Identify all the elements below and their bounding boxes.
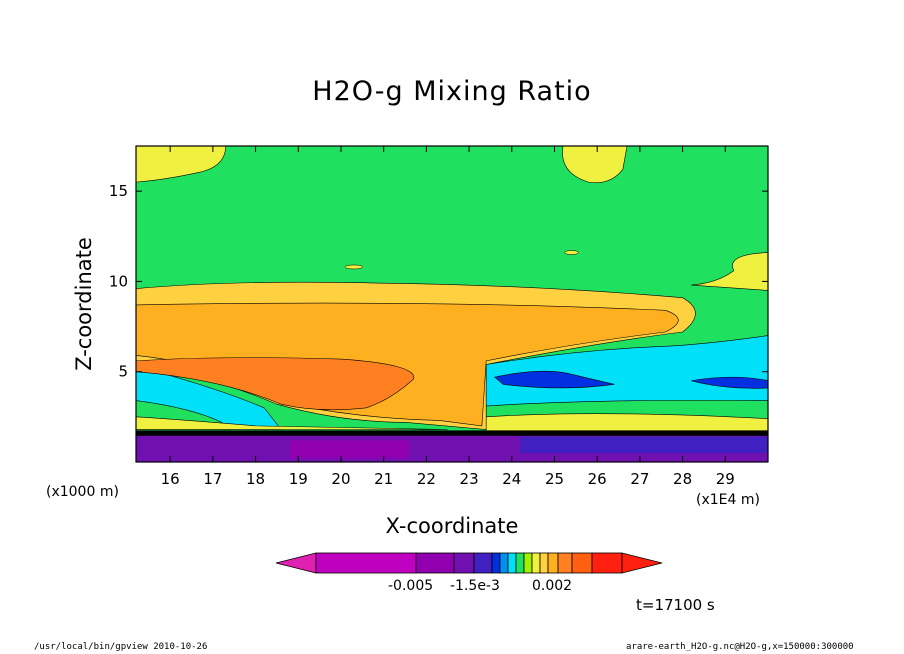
x-tick-label: 17	[203, 470, 222, 488]
x-tick-label: 20	[331, 470, 350, 488]
x-tick-label: 16	[161, 470, 180, 488]
colorbar-cell	[315, 552, 417, 574]
colorbar-cell	[499, 552, 509, 574]
colorbar-cell	[507, 552, 517, 574]
yellow-lower-band	[485, 413, 768, 432]
surface-patch	[520, 436, 768, 453]
x-tick-label: 22	[417, 470, 436, 488]
colorbar-right-arrow	[621, 552, 663, 574]
y-axis-label: Z-coordinate	[72, 237, 96, 371]
colorbar-cell	[491, 552, 501, 574]
colorbar-cell	[547, 552, 559, 574]
colorbar-cell	[453, 552, 475, 574]
colorbar-cell	[531, 552, 541, 574]
yellow-patch-topright	[562, 146, 628, 184]
surface-patch	[289, 440, 410, 459]
x-unit-right: (x1E4 m)	[696, 492, 760, 508]
max-region	[136, 357, 414, 411]
x-tick-label: 21	[374, 470, 393, 488]
colorbar-cell	[415, 552, 455, 574]
x-unit-left: (x1000 m)	[46, 484, 119, 500]
time-label: t=17100 s	[636, 596, 715, 614]
yellow-speck	[344, 264, 364, 270]
x-axis-label: X-coordinate	[385, 514, 519, 538]
blue-streak	[691, 376, 768, 389]
x-tick-label: 28	[673, 470, 692, 488]
colorbar-cell	[571, 552, 593, 574]
colorbar-cell	[473, 552, 493, 574]
x-tick-label: 25	[545, 470, 564, 488]
footer-right: arare-earth_H2O-g.nc@H2O-g,x=150000:3000…	[626, 642, 854, 652]
colorbar-tick-3: 0.002	[532, 578, 573, 594]
yellow-speck	[564, 250, 579, 255]
yellow-patch-right	[691, 252, 768, 291]
colorbar-left-arrow	[275, 552, 317, 574]
x-tick-label: 27	[630, 470, 649, 488]
yellow-left	[136, 416, 448, 430]
footer-left: /usr/local/bin/gpview 2010-10-26	[34, 642, 208, 652]
x-tick-label: 26	[588, 470, 607, 488]
x-tick-label: 18	[246, 470, 265, 488]
colorbar-cell	[515, 552, 525, 574]
colorbar-cell	[523, 552, 533, 574]
boundary-line	[136, 430, 768, 436]
x-tick-label: 19	[289, 470, 308, 488]
x-tick-label: 23	[460, 470, 479, 488]
colorbar-cell	[591, 552, 623, 574]
y-tick-label: 15	[109, 182, 128, 200]
colorbar-cell	[557, 552, 573, 574]
contour-fill-group	[136, 146, 768, 462]
blue-streak	[494, 370, 615, 389]
y-tick-label: 10	[109, 272, 128, 290]
plot-frame	[135, 145, 769, 463]
chart-title: H2O-g Mixing Ratio	[312, 76, 592, 107]
yellow-patch-topleft	[136, 146, 226, 183]
colorbar-cell	[539, 552, 549, 574]
colorbar-tick-1: -0.005	[388, 578, 434, 594]
x-tick-label: 29	[716, 470, 735, 488]
x-tick-label: 24	[502, 470, 521, 488]
y-tick-label: 5	[118, 363, 128, 381]
colorbar-tick-2: -1.5e-3	[450, 578, 500, 594]
